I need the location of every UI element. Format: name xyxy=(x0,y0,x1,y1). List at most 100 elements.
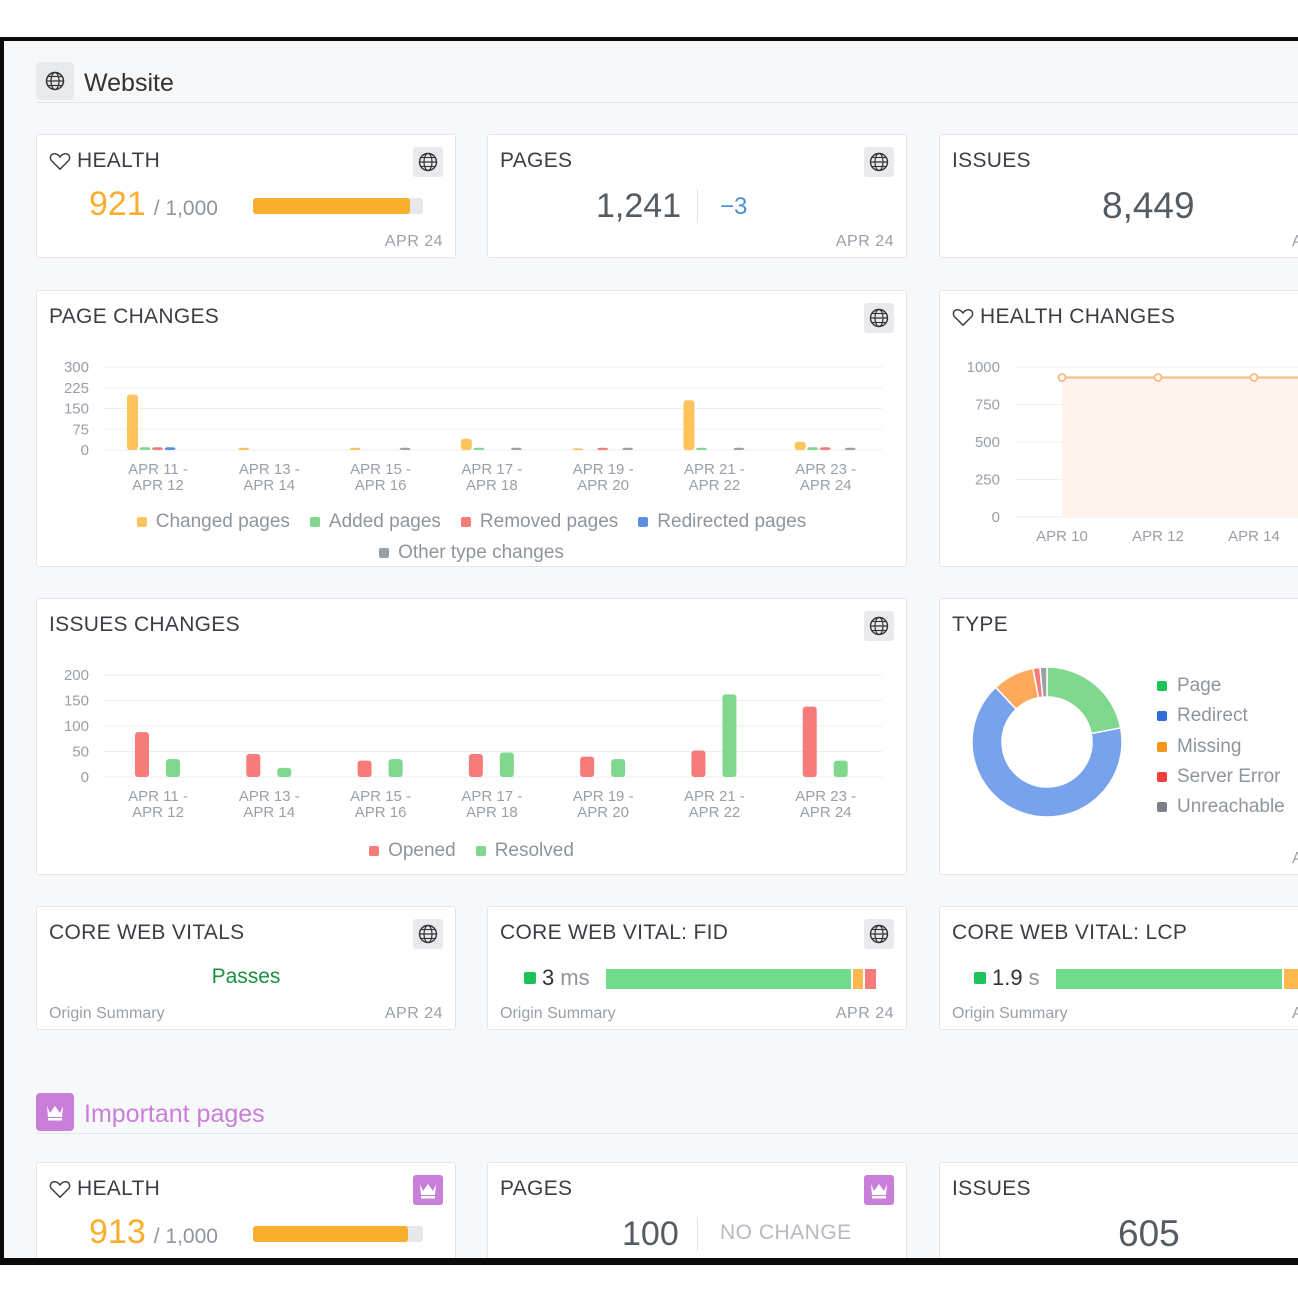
health-point xyxy=(1057,373,1067,382)
cwv-date: APR 24 xyxy=(384,1005,443,1022)
x-tick-label: APR 15 - xyxy=(350,788,411,805)
legend-swatch xyxy=(309,517,320,527)
globe-icon xyxy=(36,62,74,100)
legend-item[interactable]: Removed pages xyxy=(460,511,619,533)
fid-card[interactable]: CORE WEB VITAL: FID 3 ms Origin Summary … xyxy=(487,906,907,1030)
health-max: / 1,000 xyxy=(153,197,218,220)
legend-item[interactable]: Changed pages xyxy=(136,511,290,533)
bar-opened xyxy=(468,754,483,777)
legend-swatch xyxy=(1157,802,1167,813)
bar-resolved xyxy=(722,694,737,777)
important-health-title-label: HEALTH xyxy=(77,1177,161,1200)
x-tick-label: APR 11 - xyxy=(128,461,188,478)
legend-item[interactable]: Added pages xyxy=(309,511,441,533)
page-changes-chart: 300 225 150 75 0 APR 11 -APR 12 APR 13 -APR 14… xyxy=(64,359,882,494)
legend-label: Removed pages xyxy=(479,511,619,532)
x-tick-label: APR 19 - xyxy=(573,461,634,478)
legend-swatch xyxy=(638,517,649,527)
health-card[interactable]: HEALTH 921 / 1,000 APR 24 xyxy=(36,134,456,258)
important-issues-card[interactable]: ISSUES 605 xyxy=(939,1162,1298,1258)
important-health-bar-fill xyxy=(253,1226,409,1242)
legend-swatch xyxy=(1157,772,1167,783)
x-tick-label: APR 12 xyxy=(132,477,184,494)
important-pages-card[interactable]: PAGES 100 NO CHANGE xyxy=(487,1162,907,1258)
fid-distribution-bar xyxy=(606,969,876,989)
pages-card[interactable]: PAGES 1,241 −3 APR 24 xyxy=(487,134,907,258)
legend-item[interactable]: Resolved xyxy=(475,840,574,862)
fid-poor-segment xyxy=(865,969,876,989)
bar-opened xyxy=(802,706,817,777)
x-tick-label: APR 21 - xyxy=(684,788,745,805)
fid-needs-improvement-segment xyxy=(852,969,864,989)
x-tick-label: APR 14 xyxy=(1228,528,1280,545)
type-legend-item[interactable]: Unreachable xyxy=(1157,792,1285,822)
x-tick-label: APR 21 - xyxy=(684,461,745,478)
bar-changed-pages xyxy=(127,394,138,450)
x-tick-label: APR 24 xyxy=(800,477,852,494)
pages-divider xyxy=(697,189,698,223)
lcp-status-dot xyxy=(974,972,986,984)
health-date: APR 24 xyxy=(384,233,443,250)
donut-slice-unreachable xyxy=(1039,666,1048,699)
type-date: A xyxy=(1292,850,1298,868)
y-tick-label: 0 xyxy=(81,442,89,459)
health-point xyxy=(1249,373,1259,382)
lcp-distribution-bar xyxy=(1056,969,1298,989)
legend-swatch xyxy=(1157,711,1167,722)
legend-item[interactable]: Redirected pages xyxy=(638,511,806,533)
lcp-card[interactable]: CORE WEB VITAL: LCP 1.9 s Origin Summary… xyxy=(939,906,1298,1030)
x-tick-label: APR 14 xyxy=(243,477,295,494)
legend-label: Unreachable xyxy=(1177,796,1285,818)
important-issues-title: ISSUES xyxy=(952,1177,1031,1200)
issues-changes-chart: 200 150 100 50 0 APR 11 -APR 12 APR 13 -APR 14… xyxy=(64,667,882,821)
x-tick-label: APR 11 - xyxy=(128,788,188,805)
health-value: 921 xyxy=(89,185,146,223)
important-health-score: 913 / 1,000 xyxy=(89,1213,218,1252)
type-legend-item[interactable]: Missing xyxy=(1157,732,1285,762)
important-health-max: / 1,000 xyxy=(153,1225,218,1248)
y-tick-label: 150 xyxy=(64,693,89,710)
y-tick-label: 200 xyxy=(64,667,89,684)
x-tick-label: APR 10 xyxy=(1036,528,1088,545)
globe-icon[interactable] xyxy=(413,147,443,177)
globe-icon[interactable] xyxy=(864,147,894,177)
fid-good-segment xyxy=(606,969,851,989)
x-tick-label: APR 22 xyxy=(689,477,741,494)
globe-icon[interactable] xyxy=(864,919,894,949)
legend-label: Redirected pages xyxy=(657,511,807,532)
legend-item[interactable]: Opened xyxy=(369,840,456,862)
x-tick-label: APR 13 - xyxy=(239,461,300,478)
bar-other-type-changes xyxy=(733,447,745,450)
page-changes-title: PAGE CHANGES xyxy=(49,305,220,328)
core-web-vitals-card[interactable]: CORE WEB VITALS Passes Origin Summary AP… xyxy=(36,906,456,1030)
issues-card[interactable]: ISSUES 8,449 A xyxy=(939,134,1298,258)
type-legend-item[interactable]: Page xyxy=(1157,671,1285,701)
important-health-card[interactable]: HEALTH 913 / 1,000 xyxy=(36,1162,456,1258)
legend-item[interactable]: Other type changes xyxy=(379,542,564,564)
type-legend-item[interactable]: Server Error xyxy=(1157,762,1285,792)
x-tick-label: APR 23 - xyxy=(795,788,856,805)
cwv-status: Passes xyxy=(211,965,281,988)
crown-icon[interactable] xyxy=(864,1175,894,1205)
type-legend-item[interactable]: Redirect xyxy=(1157,701,1285,731)
lcp-value: 1.9 xyxy=(992,965,1023,990)
legend-swatch xyxy=(460,517,471,527)
pages-change: −3 xyxy=(720,193,748,220)
globe-icon[interactable] xyxy=(864,611,894,641)
health-area-fill xyxy=(1062,377,1298,517)
y-tick-label: 300 xyxy=(64,359,89,376)
legend-label: Opened xyxy=(388,840,456,861)
x-tick-label: APR 17 - xyxy=(461,461,522,478)
issues-changes-legend: Opened Resolved xyxy=(77,840,866,862)
globe-icon[interactable] xyxy=(413,919,443,949)
legend-label: Other type changes xyxy=(398,542,564,563)
type-title: TYPE xyxy=(952,613,1009,636)
bar-other-type-changes xyxy=(622,447,634,450)
health-title-label: HEALTH xyxy=(77,149,161,172)
y-tick-label: 1000 xyxy=(967,359,1000,376)
globe-icon[interactable] xyxy=(864,303,894,333)
crown-icon[interactable] xyxy=(413,1175,443,1205)
lcp-title: CORE WEB VITAL: LCP xyxy=(952,921,1188,944)
pages-title: PAGES xyxy=(500,149,573,172)
fid-origin: Origin Summary xyxy=(500,1005,616,1022)
